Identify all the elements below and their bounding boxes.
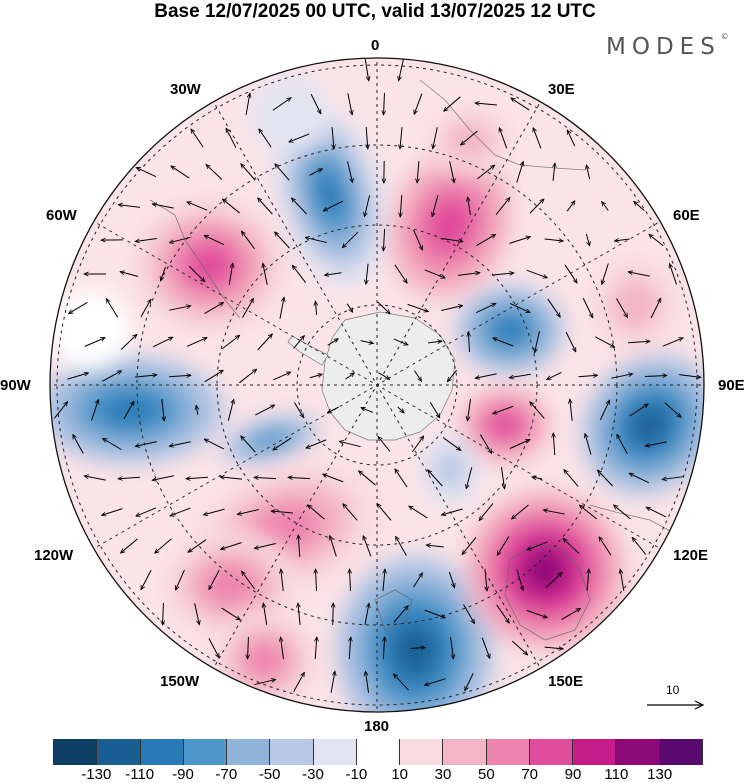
- colorbar-swatch: [140, 739, 184, 765]
- anomaly-field: [50, 58, 704, 712]
- colorbar-tick-label: 10: [391, 766, 408, 783]
- map-border: [49, 57, 705, 713]
- colorbar-tick-label: 90: [564, 766, 582, 783]
- colorbar-tick-label: -130: [81, 766, 112, 783]
- polar-stereographic-map: [49, 57, 705, 713]
- colorbar: [53, 739, 703, 765]
- colorbar-swatch: [486, 739, 530, 765]
- vector-reference-label: 10: [666, 683, 680, 697]
- colorbar-swatch: [270, 739, 314, 765]
- colorbar-tick-label: -110: [125, 766, 155, 783]
- colorbar-tick-label: 130: [647, 766, 673, 783]
- colorbar-tick-label: -90: [172, 766, 194, 783]
- lon-label-150w: 150W: [160, 673, 200, 690]
- lon-label-90e: 90E: [718, 377, 745, 394]
- colorbar-swatch: [53, 739, 98, 765]
- lon-label-120w: 120W: [34, 547, 74, 564]
- brand-logo: MODES©: [606, 32, 729, 60]
- colorbar-tick-label: 110: [604, 766, 629, 783]
- lon-label-60w: 60W: [46, 207, 77, 224]
- lon-label-120e: 120E: [673, 547, 709, 564]
- colorbar-swatch: [659, 739, 703, 765]
- colorbar-swatch: [313, 739, 357, 765]
- colorbar-swatch: [356, 739, 401, 765]
- wind-vectors: [54, 59, 701, 693]
- vector-reference: 10: [646, 683, 706, 713]
- colorbar-swatch: [443, 739, 487, 765]
- lon-label-150e: 150E: [548, 673, 584, 690]
- colorbar-tick-label: 70: [521, 766, 538, 783]
- colorbar-tick-label: -30: [302, 766, 324, 783]
- lon-label-30e: 30E: [548, 81, 575, 98]
- colorbar-swatch: [183, 739, 228, 765]
- colorbar-swatch: [616, 739, 660, 765]
- colorbar-tick-label: 30: [434, 766, 452, 783]
- lon-label-30w: 30W: [170, 81, 201, 98]
- colorbar-ticks: -130 -110 -90 -70 -50 -30 -10 10 30 50 70 90 110 130: [53, 766, 703, 783]
- graticule: [50, 58, 704, 712]
- colorbar-tick-label: 50: [477, 766, 495, 783]
- lon-label-90w: 90W: [0, 377, 31, 394]
- colorbar-tick-label: -70: [215, 766, 238, 783]
- map-title: Base 12/07/2025 00 UTC, valid 13/07/2025…: [154, 1, 596, 22]
- lon-label-60e: 60E: [673, 207, 700, 224]
- colorbar-swatch: [573, 739, 617, 765]
- colorbar-swatch: [529, 739, 574, 765]
- colorbar-swatch: [400, 739, 444, 765]
- colorbar-swatch: [227, 739, 271, 765]
- lon-label-0: 0: [371, 37, 380, 54]
- colorbar-swatch: [97, 739, 141, 765]
- colorbar-tick-label: -50: [258, 766, 281, 783]
- colorbar-tick-label: -10: [345, 766, 368, 783]
- lon-label-180: 180: [364, 718, 390, 735]
